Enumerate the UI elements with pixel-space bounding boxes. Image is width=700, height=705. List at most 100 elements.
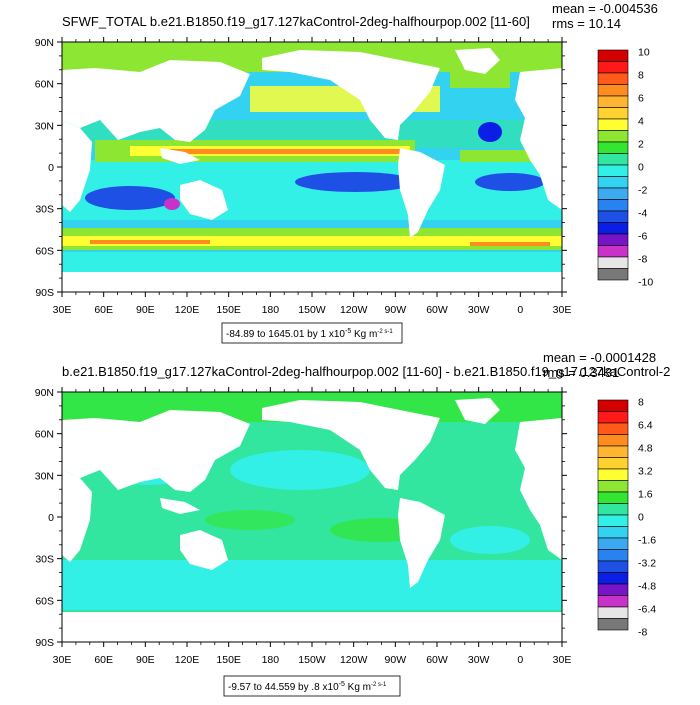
panel-bottom-range-text: -9.57 to 44.559 by .8 x10 — [228, 682, 339, 693]
colorbar-label: 2 — [638, 138, 644, 150]
colorbar-swatch — [597, 445, 629, 458]
colorbar-swatch — [597, 468, 629, 481]
panel-top-range-text: -84.89 to 1645.01 by 1 x10 — [226, 329, 345, 340]
x-tick-label: 60E — [94, 304, 113, 316]
panel-top-title: SFWF_TOTAL b.e21.B1850.f19_g17.127kaCont… — [62, 14, 530, 29]
colorbar-swatch — [597, 491, 629, 504]
dry-zone — [164, 198, 180, 210]
panel-bottom-title: b.e21.B1850.f19_g17.127kaControl-2deg-ha… — [62, 364, 670, 379]
colorbar-label: -2 — [638, 184, 647, 196]
colorbar-label: -6 — [638, 230, 647, 242]
x-tick-label: 150W — [298, 304, 326, 316]
y-tick-label: 60N — [35, 429, 54, 441]
colorbar-swatch — [597, 434, 629, 447]
colorbar-label: -8 — [638, 253, 647, 265]
colorbar-label: 6 — [638, 92, 644, 104]
x-tick-label: 180 — [262, 304, 280, 316]
land — [62, 398, 562, 642]
colorbar-label: 1.6 — [638, 488, 653, 500]
colorbar-swatch — [597, 480, 629, 493]
panel-bottom-colorbar: 8 6.4 4.8 3.2 1.6 0 -1.6 -3.2 -4.8 -6.4 -8 — [597, 396, 656, 638]
colorbar-swatch — [597, 222, 629, 235]
colorbar-swatch — [597, 572, 629, 585]
ocean-patch — [230, 450, 370, 490]
colorbar-swatch — [597, 130, 629, 143]
y-tick-label: 90S — [35, 637, 54, 649]
y-tick-label: 30S — [35, 554, 54, 566]
colorbar-swatch — [597, 411, 629, 424]
x-tick-label: 60W — [426, 304, 448, 316]
panel-bottom-range-unit: Kg m — [345, 682, 371, 693]
colorbar-swatch — [597, 514, 629, 527]
panel-top: SFWF_TOTAL b.e21.B1850.f19_g17.127kaCont… — [35, 1, 658, 344]
colorbar-swatch — [597, 95, 629, 108]
dry-zone — [478, 122, 502, 142]
x-tick-label: 30W — [468, 654, 490, 666]
colorbar-swatch — [597, 549, 629, 562]
colorbar-swatch — [597, 72, 629, 85]
y-tick-label: 30S — [35, 204, 54, 216]
dry-zone — [295, 172, 415, 192]
colorbar-label: 4.8 — [638, 442, 653, 454]
x-tick-label: 0 — [517, 654, 523, 666]
panel-bottom-mean: mean = -0.0001428 — [543, 350, 656, 365]
ocean-patch — [450, 526, 530, 554]
y-tick-label: 0 — [48, 162, 54, 174]
x-tick-label: 120W — [340, 304, 368, 316]
colorbar-swatch — [597, 233, 629, 246]
panel-bottom-range-unit-exp: -2 s-1 — [371, 682, 387, 688]
colorbar-swatch — [597, 141, 629, 154]
x-tick-label: 60W — [426, 654, 448, 666]
colorbar-swatch — [597, 49, 629, 62]
x-tick-label: 30E — [553, 654, 572, 666]
dry-zone — [475, 173, 545, 191]
colorbar-swatch — [597, 503, 629, 516]
panel-top-range-exp: -5 — [345, 328, 351, 335]
colorbar-swatch — [597, 583, 629, 596]
colorbar-swatch — [597, 153, 629, 166]
y-tick-label: 90N — [35, 387, 54, 399]
colorbar-swatch — [597, 560, 629, 573]
x-tick-label: 90E — [136, 304, 155, 316]
y-tick-label: 90N — [35, 37, 54, 49]
panel-top-range-unit-exp: -2 s-1 — [377, 329, 393, 335]
colorbar-label: -6.4 — [638, 603, 656, 615]
colorbar-label: 8 — [638, 69, 644, 81]
panel-bottom-map — [61, 391, 563, 643]
colorbar-label: -4 — [638, 207, 647, 219]
panel-top-colorbar: 10 8 6 4 2 0 -2 -4 -6 -8 -10 — [597, 46, 653, 288]
colorbar-swatch — [597, 187, 629, 200]
colorbar-swatch — [597, 526, 629, 539]
x-tick-label: 30E — [553, 304, 572, 316]
colorbar-swatch — [597, 210, 629, 223]
x-tick-label: 120E — [175, 654, 200, 666]
y-tick-label: 30N — [35, 120, 54, 132]
x-tick-label: 120E — [175, 304, 200, 316]
panel-top-range-box: -84.89 to 1645.01 by 1 x10-5 Kg m-2 s-1 — [221, 322, 403, 344]
colorbar-label: 0 — [638, 511, 644, 523]
colorbar-label: -3.2 — [638, 557, 656, 569]
ocean-patch — [205, 510, 295, 530]
x-tick-label: 60E — [94, 654, 113, 666]
colorbar-label: -10 — [638, 276, 653, 288]
colorbar-swatch — [597, 595, 629, 608]
panel-bottom-range-exp: -5 — [339, 681, 345, 688]
colorbar-label: 10 — [638, 46, 650, 58]
x-tick-label: 180 — [262, 654, 280, 666]
panel-bottom-range-box: -9.57 to 44.559 by .8 x10-5 Kg m-2 s-1 — [223, 675, 401, 697]
colorbar-swatch — [597, 118, 629, 131]
land — [62, 48, 562, 292]
colorbar-swatch — [597, 61, 629, 74]
colorbar-swatch — [597, 176, 629, 189]
y-tick-label: 60S — [35, 245, 54, 257]
colorbar-swatch — [597, 84, 629, 97]
colorbar-swatch — [597, 606, 629, 619]
y-tick-label: 60S — [35, 595, 54, 607]
dry-zone — [85, 186, 175, 210]
panel-top-range-unit: Kg m — [351, 329, 377, 340]
x-tick-label: 30E — [53, 654, 72, 666]
colorbar-label: 0 — [638, 161, 644, 173]
x-tick-label: 150E — [216, 654, 241, 666]
y-tick-label: 30N — [35, 470, 54, 482]
x-tick-label: 30E — [53, 304, 72, 316]
